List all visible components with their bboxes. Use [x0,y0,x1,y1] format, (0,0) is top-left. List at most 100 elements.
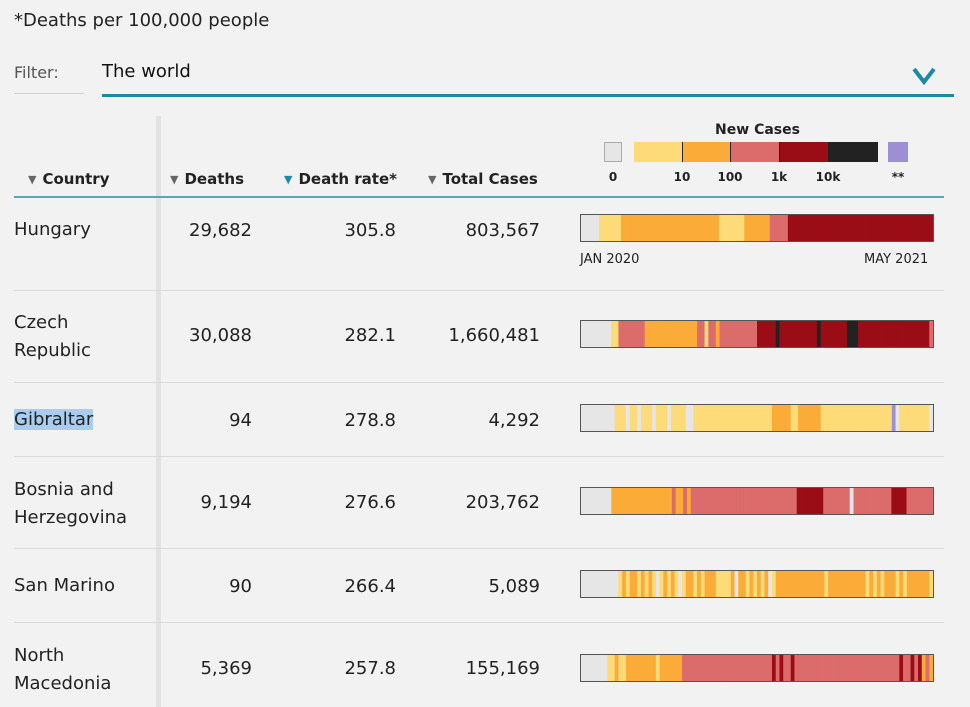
strip-period-mark [730,655,735,681]
strip-period-mark [618,321,623,347]
strip-period-mark [743,488,748,514]
strip-period-mark [805,571,810,597]
strip-period-mark [730,321,735,347]
death-rate-value: 257.8 [344,658,396,679]
strip-period-mark [842,215,847,241]
new-cases-strip[interactable] [580,404,934,432]
strip-period-mark [888,321,893,347]
death-rate-header-label: Death rate* [298,170,397,188]
strip-period-mark [854,405,859,431]
strip-period-mark [809,571,814,597]
strip-period-mark [674,655,679,681]
strip-period-mark [727,571,732,597]
strip-period-mark [712,321,717,347]
country-name[interactable]: North Macedonia [14,645,112,694]
strip-period-mark [722,215,727,241]
strip-period-mark [581,405,586,431]
strip-period-mark [888,571,893,597]
strip-period-mark [828,655,833,681]
strip-period-mark [595,655,601,681]
strip-period-mark [828,405,833,431]
new-cases-strip[interactable] [580,654,934,682]
strip-period-mark [646,215,651,241]
sort-deaths-header[interactable]: ▼ Deaths [170,170,244,188]
strip-period-mark [757,405,762,431]
strip-period-mark [610,405,616,431]
row-separator [14,382,944,383]
strip-period-mark [873,655,878,681]
strip-svg [581,571,933,597]
strip-period-mark [910,571,915,597]
strip-period-mark [645,488,650,514]
strip-period-mark [599,571,604,597]
strip-period-mark [887,488,892,514]
strip-period-mark [755,215,760,241]
strip-period-mark [834,488,839,514]
country-name[interactable]: Czech Republic [14,312,91,361]
chevron-down-icon[interactable] [912,66,936,86]
strip-period-mark [682,655,687,681]
strip-period-mark [700,215,705,241]
country-name[interactable]: Hungary [14,219,91,240]
country-name[interactable]: Bosnia and Herzegovina [14,479,128,528]
strip-period-mark [709,488,714,514]
new-cases-strip[interactable] [580,214,934,242]
sort-total-cases-header[interactable]: ▼ Total Cases [428,170,538,188]
strip-period-mark [635,215,640,241]
strip-period-mark [618,655,623,681]
strip-period-mark [620,215,625,241]
strip-period-mark [689,215,694,241]
strip-period-mark [893,215,898,241]
strip-period-mark [790,405,795,431]
legend-swatch-zero [604,142,622,162]
timeline-end-label: MAY 2021 [864,252,929,267]
country-name-selected[interactable]: Gibraltar [14,409,94,430]
new-cases-strip[interactable] [580,320,934,348]
strip-period-mark [895,488,900,514]
strip-period-mark [902,488,907,514]
strip-period-mark [588,571,593,597]
strip-period-mark [738,405,743,431]
strip-period-mark [736,488,741,514]
strip-period-mark [762,215,767,241]
country-name[interactable]: San Marino [14,575,115,596]
strip-period-mark [715,321,720,347]
strip-period-mark [839,655,844,681]
strip-period-mark [734,405,739,431]
strip-period-mark [689,405,694,431]
strip-period-mark [640,571,646,597]
total-cases-value: 1,660,481 [448,325,540,346]
filter-dropdown[interactable]: The world [102,58,954,97]
filter-label: Filter: [14,63,59,82]
strip-period-mark [911,215,916,241]
strip-period-mark [880,321,885,347]
new-cases-strip[interactable] [580,487,934,515]
strip-period-mark [663,655,668,681]
strip-period-mark [610,215,615,241]
strip-period-mark [614,571,619,597]
strip-period-mark [925,488,930,514]
total-cases-value: 4,292 [488,410,540,431]
strip-period-mark [723,405,728,431]
strip-period-mark [613,215,618,241]
strip-period-mark [824,655,829,681]
strip-period-mark [813,571,818,597]
new-cases-strip[interactable] [580,570,934,598]
sort-death-rate-header[interactable]: ▼ Death rate* [284,170,397,188]
strip-period-mark [595,571,601,597]
strip-period-mark [813,655,818,681]
strip-period-mark [846,405,852,431]
footnote: *Deaths per 100,000 people [14,10,270,31]
strip-period-mark [757,321,762,347]
strip-period-mark [723,571,728,597]
strip-period-mark [845,215,850,241]
strip-period-mark [734,571,739,597]
strip-period-mark [830,488,835,514]
strip-period-mark [637,405,642,431]
strip-period-mark [869,405,874,431]
strip-period-mark [831,571,837,597]
strip-period-mark [653,215,658,241]
strip-period-mark [804,488,809,514]
strip-period-mark [775,571,780,597]
sort-country-header[interactable]: ▼ Country [28,170,110,188]
